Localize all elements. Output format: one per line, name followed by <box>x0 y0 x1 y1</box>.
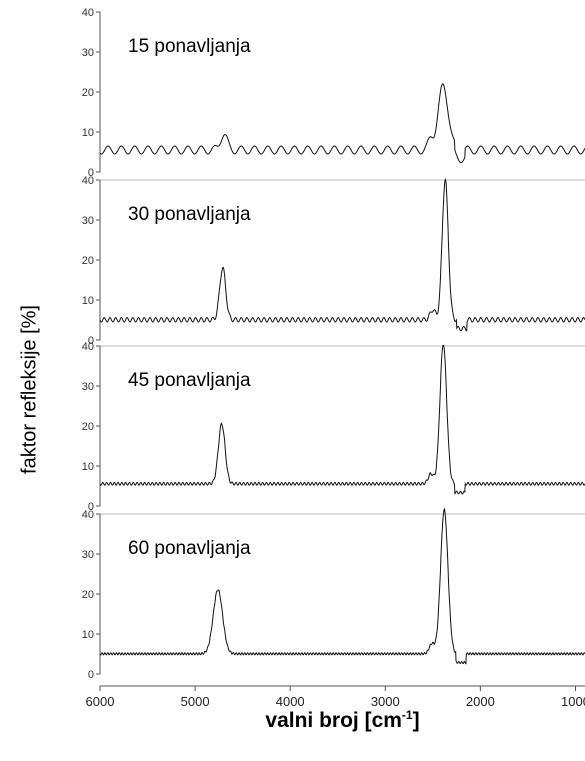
y-tick-label: 20 <box>82 87 94 99</box>
y-tick-label: 40 <box>82 509 94 521</box>
panel-title: 60 ponavljanja <box>128 538 251 559</box>
y-tick-label: 0 <box>88 335 94 347</box>
spectrum-line-3 <box>99 344 585 495</box>
y-tick-label: 40 <box>82 7 94 19</box>
y-tick-label: 0 <box>88 669 94 681</box>
y-tick-label: 20 <box>82 421 94 433</box>
y-tick-label: 10 <box>82 295 94 307</box>
x-axis-title: valni broj [cm-1] <box>100 708 585 733</box>
x-tick-label: 1000 <box>561 694 585 709</box>
y-tick-label: 30 <box>82 381 94 393</box>
panel-title: 45 ponavljanja <box>128 370 251 391</box>
spectrum-line-2 <box>99 178 585 332</box>
y-tick-label: 30 <box>82 47 94 59</box>
y-axis-title-wrap: faktor refleksije [%] <box>0 0 60 756</box>
panel-title: 30 ponavljanja <box>128 204 251 225</box>
y-tick-label: 10 <box>82 461 94 473</box>
spectrum-line-4 <box>99 507 585 665</box>
x-axis-title-main: valni broj [cm <box>265 709 402 732</box>
x-tick-label: 6000 <box>86 694 115 709</box>
x-tick-label: 3000 <box>371 694 400 709</box>
x-tick-label: 5000 <box>181 694 210 709</box>
y-tick-label: 0 <box>88 501 94 513</box>
x-axis-title-exponent: -1 <box>401 708 413 722</box>
y-axis-title: faktor refleksije [%] <box>18 305 41 474</box>
y-tick-label: 10 <box>82 127 94 139</box>
x-tick-label: 2000 <box>466 694 495 709</box>
y-tick-label: 30 <box>82 549 94 561</box>
y-tick-label: 40 <box>82 175 94 187</box>
spectrum-line-1 <box>99 83 585 164</box>
x-tick-label: 4000 <box>276 694 305 709</box>
y-tick-label: 40 <box>82 341 94 353</box>
y-tick-label: 20 <box>82 589 94 601</box>
y-tick-label: 0 <box>88 167 94 179</box>
y-tick-label: 10 <box>82 629 94 641</box>
y-tick-label: 20 <box>82 255 94 267</box>
panel-title: 15 ponavljanja <box>128 36 251 57</box>
y-tick-label: 30 <box>82 215 94 227</box>
x-axis-title-end: ] <box>412 709 420 732</box>
